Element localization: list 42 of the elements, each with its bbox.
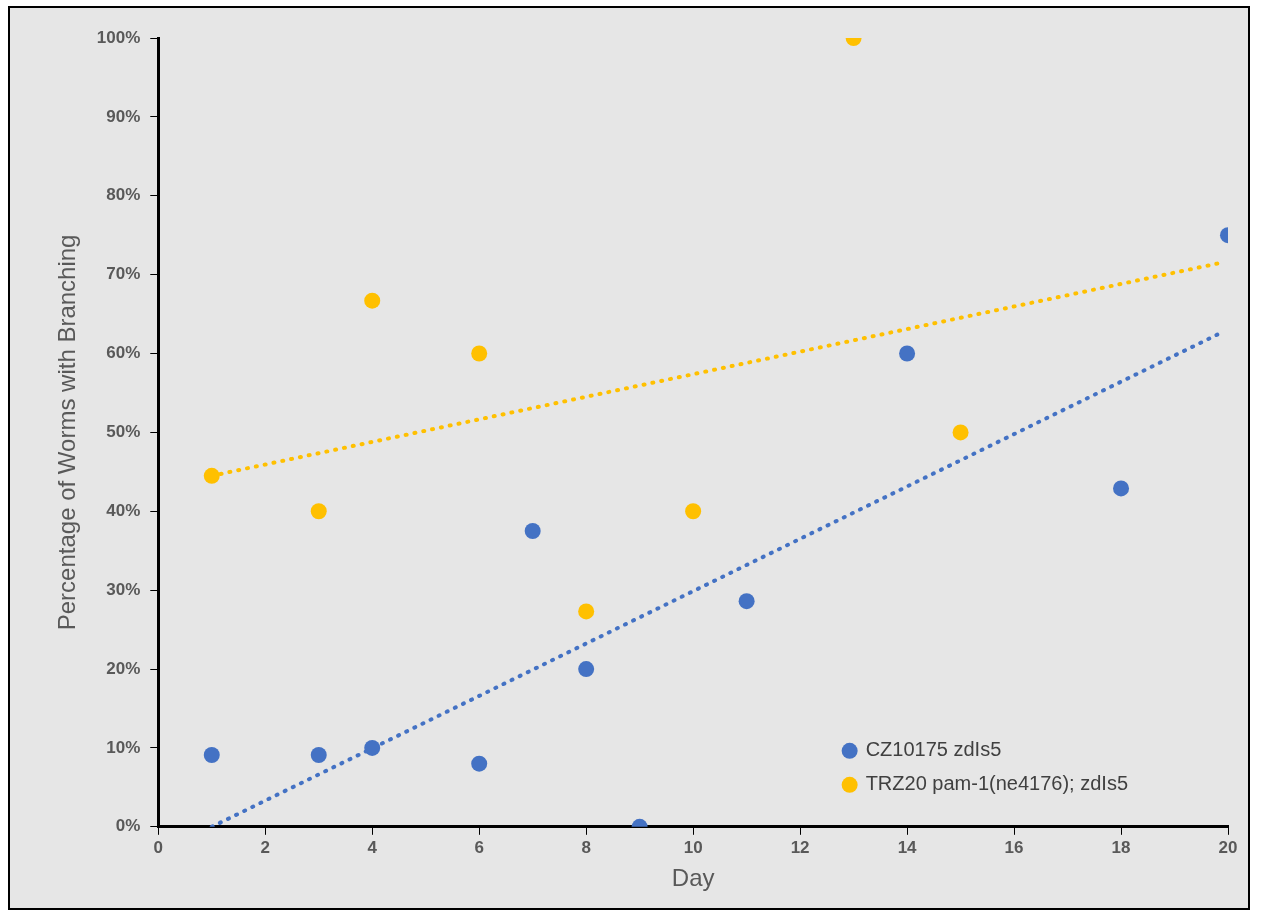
- point: [364, 292, 381, 309]
- x-tick-label: 8: [581, 837, 591, 857]
- x-tick-label: 6: [474, 837, 484, 857]
- y-tick-label: 20%: [106, 658, 141, 678]
- x-tick-label: 12: [790, 837, 810, 857]
- x-tick-label: 2: [260, 837, 270, 857]
- point: [364, 739, 381, 756]
- point: [524, 523, 541, 539]
- point: [685, 503, 702, 520]
- point: [471, 345, 488, 362]
- y-tick-label: 100%: [96, 27, 141, 47]
- x-axis-title: Day: [671, 864, 715, 892]
- point: [471, 755, 488, 772]
- y-tick-label: 50%: [106, 422, 141, 442]
- y-tick-label: 70%: [106, 264, 141, 284]
- y-tick-label: 10%: [106, 737, 141, 757]
- x-tick-label: 14: [897, 837, 918, 857]
- x-tick-label: 20: [1218, 837, 1238, 857]
- y-axis-title: Percentage of Worms with Branching: [53, 234, 81, 631]
- point: [203, 467, 220, 484]
- point: [952, 424, 969, 441]
- point: [578, 603, 595, 620]
- point: [310, 503, 327, 520]
- x-tick-label: 10: [683, 837, 703, 857]
- x-tick-label: 0: [153, 837, 164, 857]
- point: [203, 747, 220, 764]
- x-tick-label: 4: [367, 837, 378, 857]
- legend-label: CZ10175 zdIs5: [865, 738, 1002, 761]
- y-tick-label: 0%: [115, 816, 141, 836]
- legend-label: TRZ20 pam-1(ne4176); zdIs5: [865, 772, 1128, 795]
- y-tick-label: 30%: [106, 579, 141, 599]
- point: [1113, 480, 1130, 497]
- point: [899, 345, 916, 362]
- point: [310, 747, 327, 764]
- point: [578, 661, 595, 678]
- y-tick-label: 80%: [106, 185, 141, 205]
- x-tick-label: 16: [1004, 837, 1024, 857]
- x-tick-label: 18: [1111, 837, 1131, 857]
- y-tick-label: 90%: [106, 106, 141, 126]
- y-tick-label: 60%: [106, 343, 141, 363]
- y-tick-label: 40%: [106, 500, 141, 520]
- point: [738, 593, 755, 610]
